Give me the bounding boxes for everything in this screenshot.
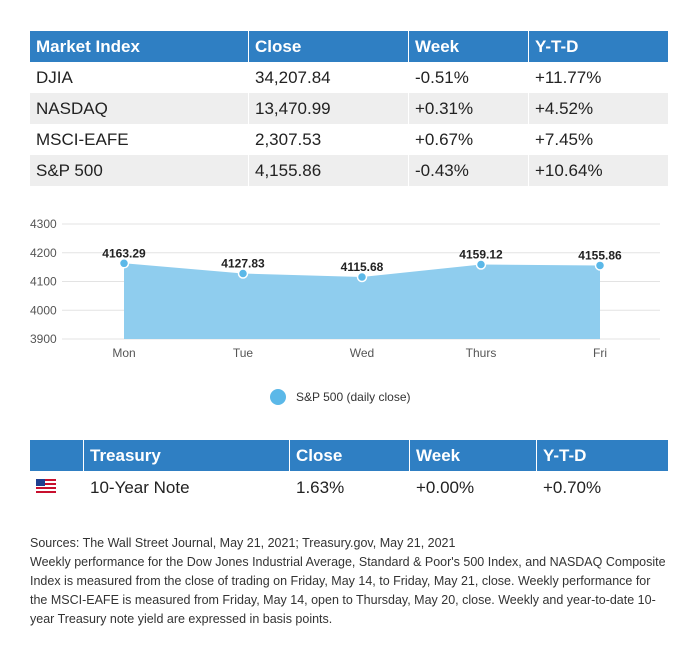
index-close: 34,207.84 — [249, 62, 409, 93]
treasury-ytd: +0.70% — [543, 478, 602, 497]
data-point — [356, 271, 368, 283]
header-week: Week — [409, 31, 529, 62]
table-row: 10-Year Note 1.63% +0.00% +0.70% — [30, 471, 668, 505]
x-tick-label: Wed — [350, 346, 374, 360]
index-close: 2,307.53 — [249, 124, 409, 155]
header-treasury: Treasury — [84, 440, 290, 471]
header-market-index: Market Index — [30, 31, 249, 62]
header-flag — [30, 440, 84, 471]
y-tick-label: 4300 — [30, 217, 57, 231]
us-flag-icon — [36, 479, 56, 493]
index-week: -0.43% — [409, 155, 529, 186]
footnote-body: Weekly performance for the Dow Jones Ind… — [30, 555, 666, 626]
data-label: 4159.12 — [459, 248, 503, 262]
footnote: Sources: The Wall Street Journal, May 21… — [30, 534, 670, 629]
index-ytd: +10.64% — [529, 155, 668, 186]
legend-swatch-icon — [270, 389, 286, 405]
header-week: Week — [410, 440, 537, 471]
index-name: DJIA — [30, 62, 249, 93]
table-row: S&P 500 4,155.86 -0.43% +10.64% — [30, 155, 668, 186]
series-area — [124, 263, 600, 339]
data-point — [594, 260, 606, 271]
index-name: MSCI-EAFE — [30, 124, 249, 155]
sp500-chart: 3900 4000 4100 4200 4300 4163.29 4127.83 4115.6… — [0, 205, 700, 380]
x-tick-label: Mon — [112, 346, 135, 360]
y-tick-label: 4000 — [30, 303, 57, 317]
data-label: 4155.86 — [578, 248, 622, 262]
data-label: 4163.29 — [102, 246, 146, 260]
index-week: +0.31% — [409, 93, 529, 124]
data-point — [475, 259, 487, 270]
market-index-table: Market Index Close Week Y-T-D DJIA 34,20… — [30, 31, 668, 186]
table-row: MSCI-EAFE 2,307.53 +0.67% +7.45% — [30, 124, 668, 155]
y-tick-label: 4200 — [30, 246, 57, 260]
y-tick-label: 3900 — [30, 332, 57, 346]
header-close: Close — [290, 440, 410, 471]
treasury-name: 10-Year Note — [90, 478, 190, 497]
treasury-table: Treasury Close Week Y-T-D 10-Year Note 1… — [30, 440, 668, 505]
index-name: NASDAQ — [30, 93, 249, 124]
legend-label: S&P 500 (daily close) — [296, 390, 411, 404]
data-label: 4127.83 — [221, 256, 265, 270]
y-tick-label: 4100 — [30, 275, 57, 289]
market-table-header-row: Market Index Close Week Y-T-D — [30, 31, 668, 62]
table-row: NASDAQ 13,470.99 +0.31% +4.52% — [30, 93, 668, 124]
treasury-close: 1.63% — [296, 478, 345, 497]
x-tick-label: Thurs — [466, 346, 497, 360]
treasury-week: +0.00% — [416, 478, 475, 497]
header-ytd: Y-T-D — [529, 31, 668, 62]
index-ytd: +7.45% — [529, 124, 668, 155]
chart-legend: S&P 500 (daily close) — [270, 389, 411, 405]
index-ytd: +11.77% — [529, 62, 668, 93]
index-close: 13,470.99 — [249, 93, 409, 124]
x-tick-label: Tue — [233, 346, 254, 360]
index-name: S&P 500 — [30, 155, 249, 186]
index-ytd: +4.52% — [529, 93, 668, 124]
index-close: 4,155.86 — [249, 155, 409, 186]
index-week: -0.51% — [409, 62, 529, 93]
data-label: 4115.68 — [341, 260, 384, 274]
header-ytd: Y-T-D — [537, 440, 668, 471]
header-close: Close — [249, 31, 409, 62]
sp500-area-chart: 3900 4000 4100 4200 4300 4163.29 4127.83 4115.6… — [30, 217, 660, 360]
table-row: DJIA 34,207.84 -0.51% +11.77% — [30, 62, 668, 93]
treasury-table-header-row: Treasury Close Week Y-T-D — [30, 440, 668, 471]
flag-cell — [30, 471, 84, 505]
data-point — [237, 268, 249, 279]
x-tick-label: Fri — [593, 346, 607, 360]
footnote-sources: Sources: The Wall Street Journal, May 21… — [30, 536, 456, 550]
data-point — [118, 258, 130, 269]
index-week: +0.67% — [409, 124, 529, 155]
